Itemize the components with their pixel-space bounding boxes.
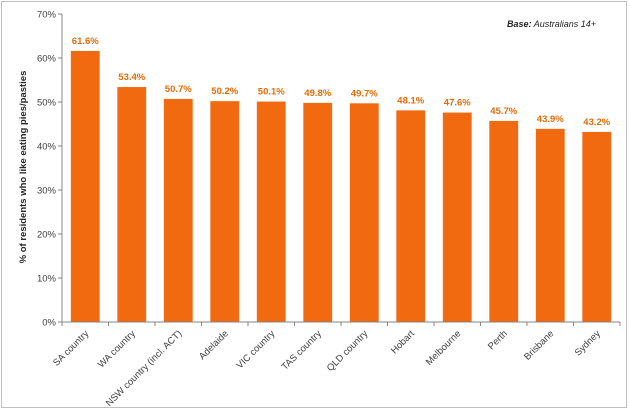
bar: [70, 50, 100, 323]
category-label: VIC country: [234, 328, 277, 371]
category-label: Perth: [486, 328, 510, 352]
data-label: 43.2%: [583, 117, 610, 128]
data-label: 61.6%: [72, 36, 99, 47]
category-label: Hobart: [389, 328, 417, 356]
category-label: NSW country (incl. ACT): [104, 328, 185, 409]
bar: [210, 101, 240, 323]
y-tick-label: 30%: [37, 186, 57, 197]
y-tick-label: 60%: [37, 54, 57, 65]
data-labels: 61.6% 53.4% 50.7% 50.2% 50.1% 49.8% 49.7% 48.1%…: [72, 36, 611, 128]
bars: [70, 50, 612, 323]
y-tick-label: 20%: [37, 230, 57, 241]
category-label: QLD country: [325, 328, 371, 374]
data-label: 43.9%: [537, 114, 564, 125]
data-label: 49.8%: [304, 88, 331, 99]
data-label: 53.4%: [118, 72, 145, 83]
data-label: 50.7%: [165, 84, 192, 95]
y-axis-ticks: 0% 10% 20% 30% 40% 50% 60% 70%: [37, 10, 62, 329]
category-label: Brisbane: [522, 328, 556, 362]
y-axis-title-group: % of residents who like eating pies/past…: [18, 71, 29, 264]
category-label: Melbourne: [424, 328, 464, 368]
y-tick-label: 40%: [37, 142, 57, 153]
bar: [117, 87, 147, 322]
bar: [163, 98, 193, 322]
category-label: SA country: [51, 328, 91, 368]
bar: [535, 128, 565, 322]
data-label: 48.1%: [397, 95, 424, 106]
y-tick-label: 70%: [37, 10, 57, 21]
data-label: 45.7%: [490, 106, 517, 117]
category-label: Sydney: [573, 328, 603, 358]
bar: [442, 112, 472, 322]
category-label: WA country: [96, 328, 138, 370]
bar: [396, 110, 426, 322]
data-label: 47.6%: [444, 98, 471, 109]
bar: [489, 120, 519, 322]
category-label: TAS country: [280, 328, 324, 372]
category-label: Adelaide: [197, 328, 231, 362]
y-tick-label: 0%: [42, 318, 56, 329]
y-axis-title: % of residents who like eating pies/past…: [18, 71, 29, 264]
data-label: 50.1%: [258, 87, 285, 98]
y-tick-label: 50%: [37, 98, 57, 109]
data-label: 49.7%: [351, 88, 378, 99]
data-label: 50.2%: [211, 86, 238, 97]
base-note-text: Australians 14+: [532, 19, 596, 29]
base-note: Base: Australians 14+: [507, 19, 596, 29]
bar: [303, 102, 333, 322]
bar: [349, 103, 379, 322]
bar: [256, 101, 286, 322]
bar: [582, 131, 612, 322]
y-tick-label: 10%: [37, 274, 57, 285]
base-note-label: Base:: [507, 19, 532, 29]
